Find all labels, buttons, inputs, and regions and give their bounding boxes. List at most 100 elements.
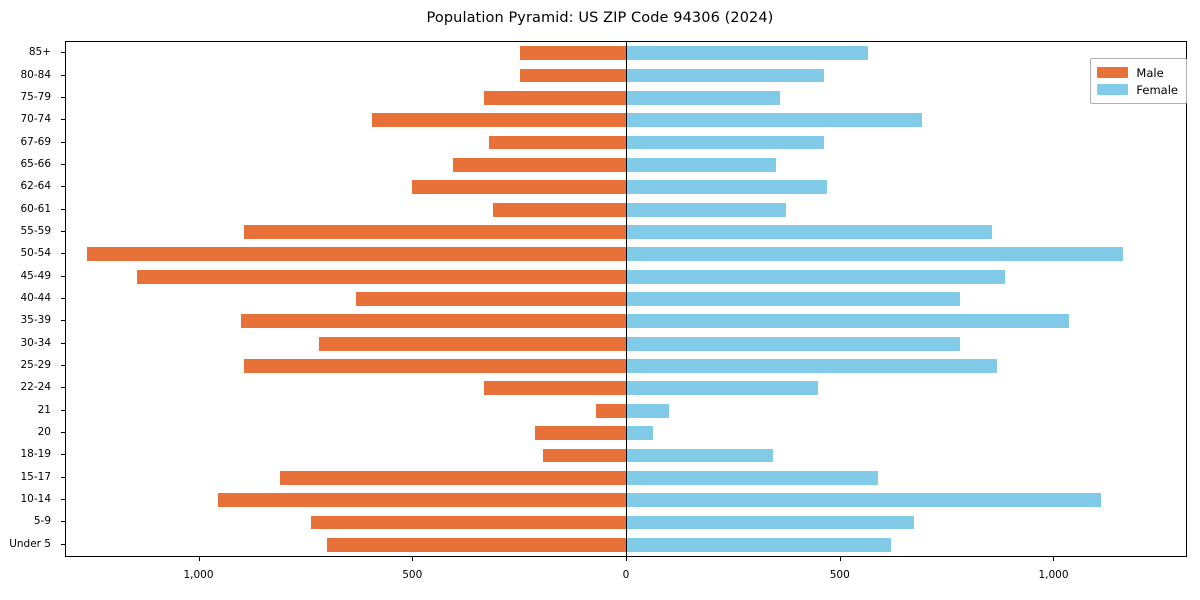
bar-row bbox=[66, 269, 1186, 284]
bar-male bbox=[217, 493, 626, 508]
bar-male bbox=[244, 225, 626, 239]
y-tick-mark bbox=[61, 186, 65, 188]
y-tick-label: 65-66 bbox=[20, 157, 51, 170]
bar-male bbox=[595, 403, 626, 418]
y-tick-label: 15-17 bbox=[20, 470, 51, 483]
bar-male bbox=[318, 336, 626, 351]
bar-row bbox=[66, 381, 1186, 396]
bar-row bbox=[66, 180, 1186, 195]
y-tick-label: 70-74 bbox=[20, 113, 51, 126]
y-tick-mark bbox=[61, 365, 65, 367]
legend-item-female: Female bbox=[1097, 81, 1178, 98]
bar-row bbox=[66, 90, 1186, 105]
bar-female bbox=[626, 403, 669, 418]
y-tick-mark bbox=[61, 275, 65, 277]
bar-row bbox=[66, 113, 1186, 128]
bar-female bbox=[626, 359, 998, 373]
bar-row bbox=[66, 225, 1186, 239]
bar-row bbox=[66, 46, 1186, 61]
chart-legend: Male Female bbox=[1090, 58, 1187, 104]
x-tick-label: 1,000 bbox=[183, 569, 214, 581]
y-tick-mark bbox=[61, 119, 65, 121]
y-tick-mark bbox=[61, 141, 65, 143]
y-tick-mark bbox=[61, 476, 65, 478]
y-tick-mark bbox=[61, 253, 65, 255]
y-tick-mark bbox=[61, 230, 65, 232]
x-axis-labels: 1,000 500 0 500 1,000 bbox=[0, 557, 1200, 597]
bar-male bbox=[86, 247, 626, 262]
legend-label-male: Male bbox=[1136, 65, 1164, 80]
y-tick-label: 67-69 bbox=[20, 135, 51, 148]
bar-female bbox=[626, 113, 923, 128]
y-tick-label: 60-61 bbox=[20, 202, 51, 215]
y-tick-label: 40-44 bbox=[20, 292, 51, 304]
bar-male bbox=[493, 202, 626, 217]
y-tick-label: 5-9 bbox=[33, 515, 51, 528]
y-tick-mark bbox=[61, 96, 65, 98]
y-tick-mark bbox=[61, 454, 65, 456]
bar-male bbox=[488, 135, 626, 150]
y-tick-label: 30-34 bbox=[20, 336, 51, 349]
y-tick-label: 62-64 bbox=[20, 180, 51, 193]
y-tick-label: 50-54 bbox=[20, 247, 51, 260]
y-tick-mark bbox=[61, 163, 65, 165]
y-tick-label: 85+ bbox=[28, 46, 51, 59]
bar-rows bbox=[66, 42, 1186, 556]
y-tick-label: 10-14 bbox=[20, 493, 51, 506]
y-tick-label: 55-59 bbox=[20, 224, 51, 237]
y-tick-mark bbox=[61, 342, 65, 344]
bar-female bbox=[626, 426, 653, 440]
y-tick-mark bbox=[61, 521, 65, 523]
bar-male bbox=[241, 314, 626, 329]
y-tick-label: 45-49 bbox=[20, 269, 51, 282]
bar-female bbox=[626, 180, 828, 195]
bar-female bbox=[626, 292, 960, 306]
x-tick-mark bbox=[198, 557, 200, 561]
y-tick-label: 75-79 bbox=[20, 90, 51, 103]
y-tick-mark bbox=[61, 409, 65, 411]
bar-row bbox=[66, 202, 1186, 217]
y-tick-label: 25-29 bbox=[20, 359, 51, 372]
bar-row bbox=[66, 292, 1186, 306]
bar-row bbox=[66, 247, 1186, 262]
bar-male bbox=[412, 180, 626, 195]
bar-female bbox=[626, 314, 1069, 329]
bar-male bbox=[483, 90, 626, 105]
x-tick-mark bbox=[412, 557, 414, 561]
y-tick-mark bbox=[61, 298, 65, 299]
bar-female bbox=[626, 157, 777, 172]
y-tick-label: 35-39 bbox=[20, 314, 51, 327]
bar-male bbox=[519, 46, 626, 61]
y-tick-label: 21 bbox=[37, 403, 51, 416]
bar-female bbox=[626, 336, 960, 351]
y-tick-label: 18-19 bbox=[20, 448, 51, 461]
bar-male bbox=[534, 426, 626, 440]
bar-male bbox=[452, 157, 626, 172]
legend-item-male: Male bbox=[1097, 64, 1178, 81]
bar-row bbox=[66, 68, 1186, 83]
bar-male bbox=[519, 68, 626, 83]
bar-male bbox=[483, 381, 626, 396]
zero-axis-line bbox=[626, 42, 628, 556]
bar-female bbox=[626, 90, 780, 105]
y-tick-mark bbox=[61, 208, 65, 210]
y-tick-label: 80-84 bbox=[20, 68, 51, 81]
bar-female bbox=[626, 46, 869, 61]
bar-row bbox=[66, 359, 1186, 373]
bar-male bbox=[356, 292, 626, 306]
bar-female bbox=[626, 247, 1123, 262]
x-tick-label: 1,000 bbox=[1038, 569, 1069, 581]
bar-row bbox=[66, 135, 1186, 150]
x-tick-label: 0 bbox=[622, 569, 630, 581]
bar-row bbox=[66, 493, 1186, 508]
y-tick-label: Under 5 bbox=[9, 537, 51, 550]
chart-title: Population Pyramid: US ZIP Code 94306 (2… bbox=[426, 10, 774, 26]
y-tick-mark bbox=[61, 432, 65, 434]
legend-label-female: Female bbox=[1136, 82, 1178, 97]
bar-female bbox=[626, 381, 818, 396]
legend-swatch-female bbox=[1097, 84, 1129, 95]
bar-female bbox=[626, 68, 825, 83]
x-tick-mark bbox=[626, 557, 627, 561]
bar-male bbox=[371, 113, 626, 128]
bar-male bbox=[311, 515, 626, 530]
